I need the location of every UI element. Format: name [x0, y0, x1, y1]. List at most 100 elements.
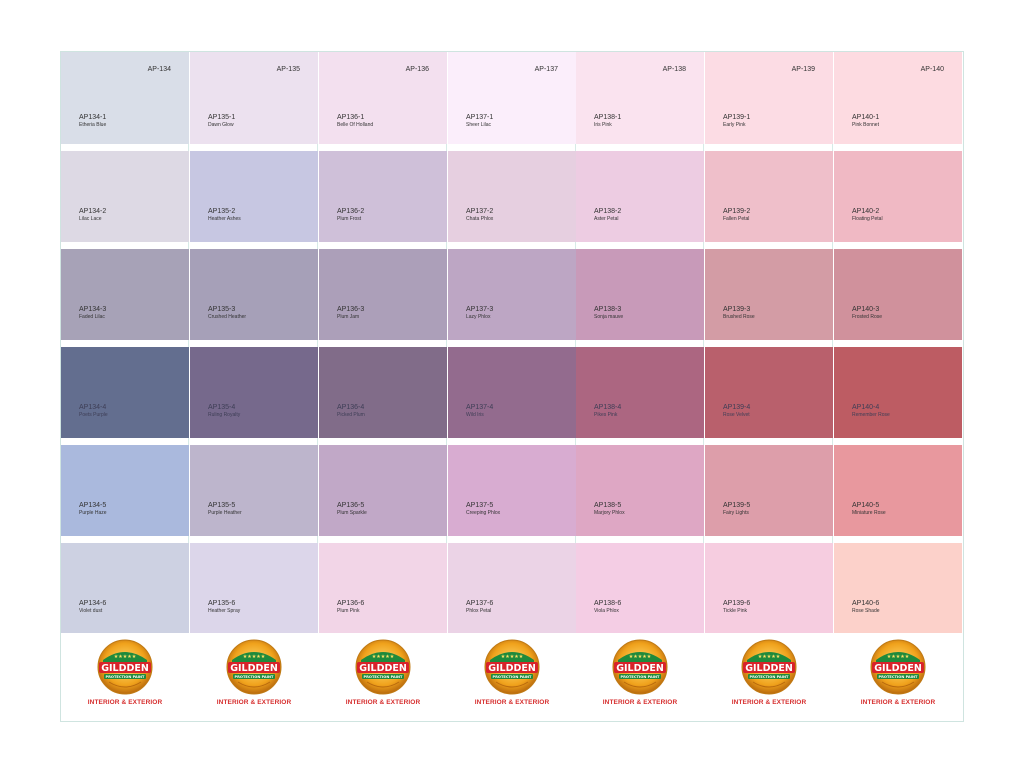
- chip-code: AP135-5: [208, 502, 236, 509]
- brand-tagline: INTERIOR & EXTERIOR: [87, 699, 163, 706]
- color-chip[interactable]: AP136-4 Picked Plum: [319, 347, 447, 438]
- color-chip[interactable]: AP139-4 Rose Velvet: [705, 347, 833, 438]
- color-chip[interactable]: AP140-2 Floating Petal: [834, 151, 962, 242]
- chip-name: Tickle Pink: [723, 608, 747, 614]
- chip-code: AP139-6: [723, 600, 751, 607]
- color-chip[interactable]: AP-139 AP139-1 Early Pink: [705, 52, 833, 144]
- logo-wordmark: GILDDEN: [874, 663, 922, 674]
- chip-name: Purple Heather: [208, 510, 242, 516]
- color-chip[interactable]: AP-140 AP140-1 Pink Bonnet: [834, 52, 962, 144]
- chip-code: AP134-5: [79, 502, 107, 509]
- color-chip[interactable]: AP137-5 Creeping Phlox: [448, 445, 576, 536]
- logo-stars: ★★★★★: [758, 654, 781, 660]
- chip-name: Poets Purple: [79, 412, 108, 418]
- color-chip[interactable]: AP138-3 Sonja mauve: [576, 249, 704, 340]
- chip-code: AP136-5: [337, 502, 365, 509]
- chip-name: Heather Spray: [208, 608, 241, 614]
- color-chip[interactable]: AP-138 AP138-1 Iris Pink: [576, 52, 704, 144]
- color-chip[interactable]: AP136-6 Plum Pink: [319, 543, 447, 633]
- shade-group-code: AP-139: [791, 66, 815, 73]
- logo-stars: ★★★★★: [887, 654, 910, 660]
- chip-name: Plum Sparkle: [337, 510, 367, 516]
- color-chip[interactable]: AP136-5 Plum Sparkle: [319, 445, 447, 536]
- color-chip[interactable]: AP140-4 Remember Rose: [834, 347, 962, 438]
- chip-code: AP139-4: [723, 404, 751, 411]
- logo-stars: ★★★★★: [114, 654, 137, 660]
- color-chip[interactable]: AP137-4 Wild Iris: [448, 347, 576, 438]
- chip-code: AP134-3: [79, 306, 107, 313]
- brand-tagline: INTERIOR & EXTERIOR: [474, 699, 550, 706]
- color-chip[interactable]: AP-136 AP136-1 Belle Of Holland: [319, 52, 447, 144]
- color-chip[interactable]: AP140-5 Miniature Rose: [834, 445, 962, 536]
- color-chip[interactable]: AP-137 AP137-1 Sheer Lilac: [448, 52, 576, 144]
- color-chip[interactable]: AP137-6 Phlox Petal: [448, 543, 576, 633]
- chip-code: AP139-1: [723, 114, 751, 121]
- color-chip[interactable]: AP137-3 Lazy Phlox: [448, 249, 576, 340]
- color-chip[interactable]: AP135-2 Heather Ashes: [190, 151, 318, 242]
- brand-tagline: INTERIOR & EXTERIOR: [345, 699, 421, 706]
- shade-group-code: AP-136: [405, 66, 429, 73]
- shade-column: AP-134 AP134-1 Etheria Blue AP134-2 Lilac La…: [61, 52, 189, 721]
- brand-logo-block: ★★★★★ GILDDEN PROTECTION PAINT INTERIOR & E…: [705, 633, 833, 721]
- color-chip[interactable]: AP134-3 Faded Lilac: [61, 249, 189, 340]
- chip-code: AP137-4: [466, 404, 494, 411]
- brand-logo-block: ★★★★★ GILDDEN PROTECTION PAINT INTERIOR & E…: [576, 633, 704, 721]
- chip-code: AP136-1: [337, 114, 365, 121]
- color-chip[interactable]: AP135-4 Ruling Royalty: [190, 347, 318, 438]
- chip-name: Wild Iris: [466, 412, 484, 418]
- color-chip[interactable]: AP140-6 Rose Shade: [834, 543, 962, 633]
- brand-logo-block: ★★★★★ GILDDEN PROTECTION PAINT INTERIOR & E…: [190, 633, 318, 721]
- logo-wordmark: GILDDEN: [616, 663, 664, 674]
- chip-code: AP136-6: [337, 600, 365, 607]
- chip-code: AP135-6: [208, 600, 236, 607]
- color-chip[interactable]: AP134-2 Lilac Lace: [61, 151, 189, 242]
- chip-name: Picked Plum: [337, 412, 365, 418]
- color-chip[interactable]: AP139-2 Fallen Petal: [705, 151, 833, 242]
- chip-name: Etheria Blue: [79, 122, 107, 128]
- logo-stars: ★★★★★: [501, 654, 524, 660]
- color-chip[interactable]: AP134-5 Purple Haze: [61, 445, 189, 536]
- chip-name: Rose Shade: [852, 608, 880, 614]
- color-chip[interactable]: AP135-6 Heather Spray: [190, 543, 318, 633]
- color-chip[interactable]: AP-134 AP134-1 Etheria Blue: [61, 52, 189, 144]
- logo-subtitle: PROTECTION PAINT: [750, 675, 790, 679]
- chip-name: Dawn Glow: [208, 122, 234, 128]
- color-chip[interactable]: AP139-6 Tickle Pink: [705, 543, 833, 633]
- chip-name: Crushed Heather: [208, 314, 247, 320]
- color-chip[interactable]: AP138-2 Aster Petal: [576, 151, 704, 242]
- color-chip[interactable]: AP-135 AP135-1 Dawn Glow: [190, 52, 318, 144]
- chip-name: Sonja mauve: [594, 314, 624, 320]
- brand-logo-block: ★★★★★ GILDDEN PROTECTION PAINT INTERIOR & E…: [448, 633, 576, 721]
- brand-tagline: INTERIOR & EXTERIOR: [602, 699, 678, 706]
- color-chip[interactable]: AP135-5 Purple Heather: [190, 445, 318, 536]
- color-chip[interactable]: AP137-2 Chata Phlox: [448, 151, 576, 242]
- color-chip[interactable]: AP138-5 Marjory Phlox: [576, 445, 704, 536]
- color-chip[interactable]: AP140-3 Frosted Rose: [834, 249, 962, 340]
- color-chip[interactable]: AP139-5 Fairy Lights: [705, 445, 833, 536]
- chip-name: Aster Petal: [594, 216, 619, 222]
- color-chip[interactable]: AP134-4 Poets Purple: [61, 347, 189, 438]
- color-chip[interactable]: AP134-6 Violet dust: [61, 543, 189, 633]
- chip-name: Pikes Pink: [594, 412, 618, 418]
- color-chip[interactable]: AP138-4 Pikes Pink: [576, 347, 704, 438]
- chip-name: Early Pink: [723, 122, 746, 128]
- chip-code: AP140-6: [852, 600, 880, 607]
- chip-code: AP136-3: [337, 306, 365, 313]
- color-chip[interactable]: AP136-3 Plum Jam: [319, 249, 447, 340]
- color-chip[interactable]: AP135-3 Crushed Heather: [190, 249, 318, 340]
- chip-code: AP136-4: [337, 404, 365, 411]
- chip-code: AP139-2: [723, 208, 751, 215]
- chip-name: Pink Bonnet: [852, 122, 879, 128]
- color-chip[interactable]: AP138-6 Viola Phlox: [576, 543, 704, 633]
- chip-name: Purple Haze: [79, 510, 107, 516]
- chip-name: Frosted Rose: [852, 314, 883, 320]
- logo-wordmark: GILDDEN: [359, 663, 407, 674]
- color-chip[interactable]: AP136-2 Plum Frost: [319, 151, 447, 242]
- chip-code: AP134-2: [79, 208, 107, 215]
- color-chip[interactable]: AP139-3 Brushed Rose: [705, 249, 833, 340]
- chip-code: AP134-1: [79, 114, 107, 121]
- shade-card: AP-134 AP134-1 Etheria Blue AP134-2 Lilac La…: [61, 52, 963, 721]
